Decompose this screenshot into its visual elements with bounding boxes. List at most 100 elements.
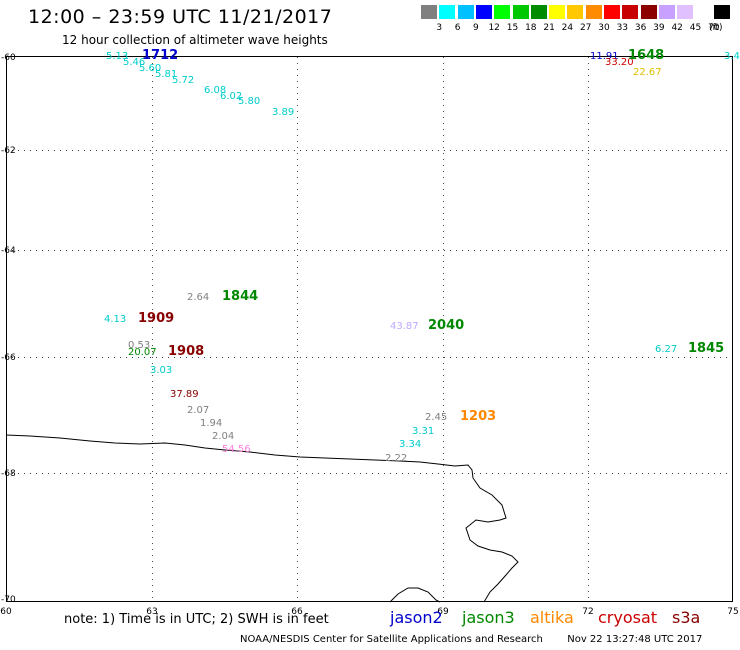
wave-height-value: 3.89 — [272, 107, 294, 118]
latitude-label: -70 — [1, 595, 16, 605]
legend-swatch — [695, 5, 712, 19]
legend-label: 15 — [506, 23, 519, 33]
latitude-label: -68 — [1, 469, 16, 479]
legend-swatch — [658, 5, 675, 19]
pass-time-label: 1909 — [138, 311, 174, 326]
legend-swatch — [604, 5, 620, 19]
longitude-labels: 60 63 66 69 72 75 — [0, 607, 738, 617]
legend-swatch — [439, 5, 456, 19]
legend-label: 42 — [671, 23, 683, 33]
graticule — [6, 57, 733, 601]
longitude-label: 66 — [291, 607, 303, 617]
wave-height-value: 2.22 — [385, 453, 407, 464]
wave-height-value: 6.08 — [204, 85, 226, 96]
legend-label: 21 — [543, 23, 555, 33]
satellite-name: altika — [530, 608, 574, 627]
pass-time-label: 1203 — [460, 409, 496, 424]
coastline-antarctica — [5, 434, 519, 603]
map-frame — [6, 56, 733, 602]
legend-label: 33 — [616, 23, 629, 33]
wave-height-value: 5.72 — [172, 75, 194, 86]
wave-height-value: 54.56 — [222, 444, 251, 455]
pass-time-label: 1712 — [142, 48, 178, 63]
wave-height-value: 5.80 — [238, 96, 260, 107]
wave-height-value: 2.07 — [187, 405, 209, 416]
wave-height-value: 0.53 — [128, 340, 150, 351]
observations-layer: 5.135.465.605.815.72 6.086.025.80 3.89 11.9… — [104, 51, 740, 464]
legend-swatch — [622, 5, 639, 19]
legend-swatch — [457, 5, 474, 19]
legend-label: 18 — [525, 23, 537, 33]
wave-height-value: 3.34 — [399, 439, 421, 450]
longitude-label: 69 — [437, 607, 449, 617]
legend-label: 24 — [561, 23, 574, 33]
wave-height-value: 5.81 — [155, 69, 177, 80]
legend-label: 9 — [473, 23, 479, 33]
longitude-label: 72 — [582, 607, 593, 617]
coastline-peninsula — [389, 587, 441, 603]
wave-height-value: 5.60 — [139, 63, 161, 74]
footer-note: note: 1) Time is in UTC; 2) SWH is in fe… — [64, 612, 329, 627]
wave-height-value: 5.46 — [123, 57, 145, 68]
wave-height-value: 6.27 — [655, 344, 677, 355]
legend-swatch — [475, 5, 492, 19]
wave-height-value: 2.04 — [212, 431, 234, 442]
legend-swatch — [530, 5, 547, 19]
page-subtitle: 12 hour collection of altimeter wave hei… — [62, 33, 328, 47]
wave-height-value: 43.87 — [390, 321, 419, 332]
legend-label: 3 — [436, 23, 443, 33]
wave-height-value: 1.94 — [200, 418, 222, 429]
legend-label: 36 — [634, 23, 647, 33]
pass-time-label: 1845 — [688, 341, 724, 356]
pass-time-label: 1844 — [222, 289, 258, 304]
timestamp: Nov 22 13:27:48 UTC 2017 — [567, 634, 703, 645]
legend-swatch — [494, 5, 511, 19]
legend-label: 39 — [653, 23, 665, 33]
wave-height-value: 3.31 — [412, 426, 434, 437]
credit-line: NOAA/NESDIS Center for Satellite Applica… — [240, 634, 702, 645]
legend-swatch — [567, 5, 584, 19]
satellite-name: jason2 — [390, 608, 443, 627]
satellite-name: s3a — [672, 608, 701, 627]
legend-swatch — [512, 5, 529, 19]
legend-swatch — [585, 5, 602, 19]
latitude-labels: -60 -62 -64 -66 -68 -70 — [1, 53, 16, 605]
satellite-name: jason3 — [462, 608, 515, 627]
wave-height-value: 4.13 — [104, 314, 126, 325]
legend-label: 12 — [488, 23, 500, 33]
page-title: 12:00 – 23:59 UTC 11/21/2017 — [28, 6, 333, 28]
legend-label: 70 — [708, 23, 720, 33]
wave-height-value: 20.07 — [128, 347, 157, 358]
latitude-label: -64 — [1, 246, 16, 256]
pass-time-label: 1648 — [628, 48, 664, 63]
latitude-label: -66 — [1, 353, 16, 363]
wave-height-value: 22.67 — [633, 67, 662, 78]
wave-height-value: 37.89 — [170, 389, 199, 400]
longitude-label: 63 — [146, 607, 157, 617]
legend-label: 45 — [689, 23, 702, 33]
wave-height-value: 11.91 — [590, 51, 619, 62]
legend-swatch — [713, 5, 730, 19]
pass-time-label: 2040 — [428, 318, 464, 333]
legend-swatch — [549, 5, 566, 19]
legend-swatch — [677, 5, 694, 19]
latitude-label: -62 — [1, 146, 16, 156]
latitude-label: -60 — [1, 53, 16, 63]
wave-height-value: 6.02 — [220, 91, 242, 102]
wave-height-value: 3.03 — [150, 365, 172, 376]
legend-unit: (ft) — [709, 23, 723, 33]
legend-swatch — [640, 5, 657, 19]
legend-label: 6 — [454, 23, 461, 33]
longitude-label: 60 — [0, 607, 12, 617]
satellite-name: cryosat — [598, 608, 658, 627]
wave-height-value: 2.64 — [187, 292, 209, 303]
legend-label: 30 — [598, 23, 610, 33]
legend-swatch — [421, 5, 437, 19]
wave-height-value: 3.4 — [724, 51, 740, 62]
legend-label: 27 — [579, 23, 592, 33]
time-labels-layer: 1712 1648 1844 1909 2040 1908 1845 1203 — [138, 48, 724, 424]
wave-height-value: 33.20 — [605, 57, 634, 68]
credit-text: NOAA/NESDIS Center for Satellite Applica… — [240, 634, 543, 645]
wave-height-value: 5.13 — [106, 51, 128, 62]
